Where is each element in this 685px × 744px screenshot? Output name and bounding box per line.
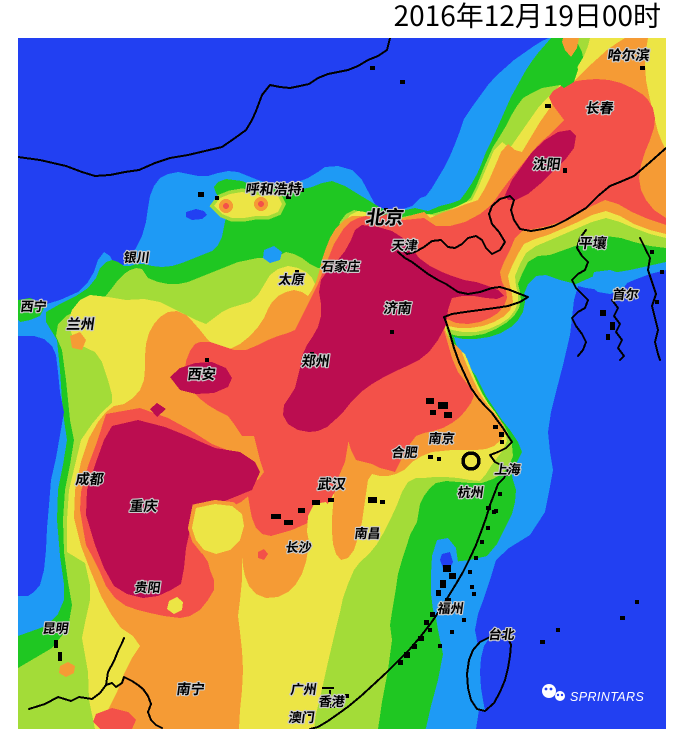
svg-text:SPRINTARS: SPRINTARS (570, 690, 644, 704)
